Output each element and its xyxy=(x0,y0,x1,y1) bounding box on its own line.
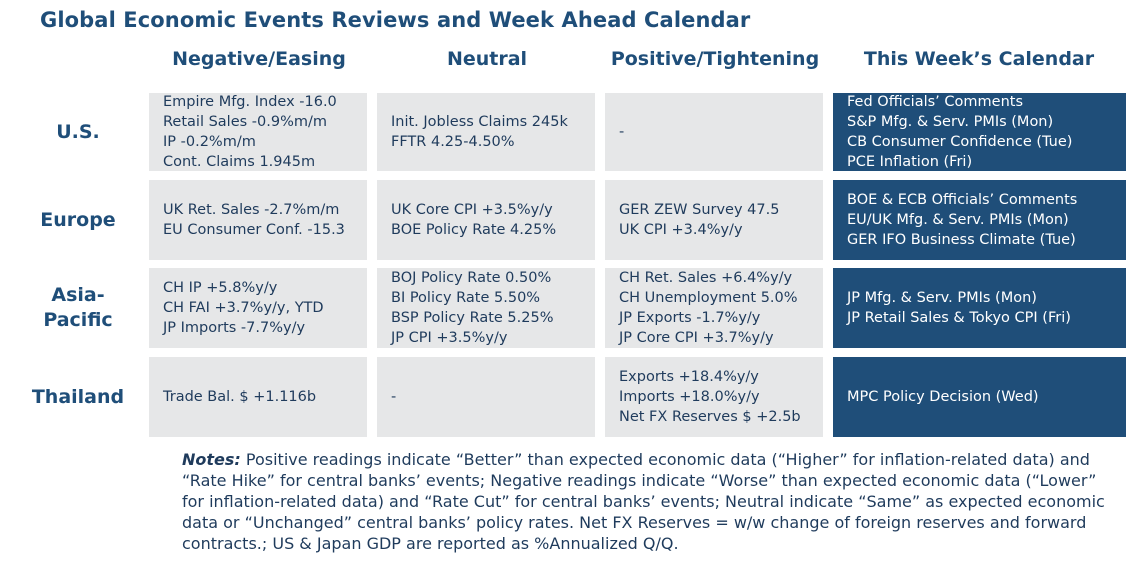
cell-europe-positive: GER ZEW Survey 47.5 UK CPI +3.4%y/y xyxy=(605,180,823,260)
cell-asia-neutral: BOJ Policy Rate 0.50% BI Policy Rate 5.5… xyxy=(377,268,595,348)
row-label-line: Pacific xyxy=(43,309,113,331)
cell-asia-positive: CH Ret. Sales +6.4%y/y CH Unemployment 5… xyxy=(605,268,823,348)
row-label-text: U.S. xyxy=(56,120,100,143)
row-label-text: Europe xyxy=(40,208,116,231)
cell-line: BOJ Policy Rate 0.50% xyxy=(391,270,552,286)
cell-line: UK Ret. Sales -2.7%m/m xyxy=(163,202,340,218)
row-label-us: U.S. xyxy=(10,93,146,171)
notes-label: Notes: xyxy=(182,450,241,469)
cell-line: Net FX Reserves $ +2.5b xyxy=(619,409,801,425)
notes: Notes: Positive readings indicate “Bette… xyxy=(182,449,1122,554)
column-header-neutral: Neutral xyxy=(446,48,528,70)
cell-line: GER ZEW Survey 47.5 xyxy=(619,202,780,218)
cell-line: Cont. Claims 1.945m xyxy=(163,154,316,170)
cell-line: Trade Bal. $ +1.116b xyxy=(163,389,317,405)
cell-line: Exports +18.4%y/y xyxy=(619,369,759,385)
cell-asia-negative: CH IP +5.8%y/y CH FAI +3.7%y/y, YTD JP I… xyxy=(149,268,367,348)
cell-line: CB Consumer Confidence (Tue) xyxy=(847,134,1073,150)
column-header-calendar: This Week’s Calendar xyxy=(863,48,1095,70)
cell-line: IP -0.2%m/m xyxy=(163,134,256,150)
cell-thailand-negative: Trade Bal. $ +1.116b xyxy=(149,357,367,437)
cell-line: Init. Jobless Claims 245k xyxy=(391,114,568,130)
cell-line: EU/UK Mfg. & Serv. PMIs (Mon) xyxy=(847,212,1069,228)
cell-line: CH Unemployment 5.0% xyxy=(619,290,798,306)
cell-line: BOE & ECB Officials’ Comments xyxy=(847,192,1078,208)
cell-line: S&P Mfg. & Serv. PMIs (Mon) xyxy=(847,114,1054,130)
cell-line: UK CPI +3.4%y/y xyxy=(619,222,743,238)
row-label-europe: Europe xyxy=(10,180,146,260)
row-label-thailand: Thailand xyxy=(10,357,146,437)
cell-thailand-positive: Exports +18.4%y/y Imports +18.0%y/y Net … xyxy=(605,357,823,437)
cell-europe-neutral: UK Core CPI +3.5%y/y BOE Policy Rate 4.2… xyxy=(377,180,595,260)
cell-line: GER IFO Business Climate (Tue) xyxy=(847,232,1076,248)
cell-us-calendar: Fed Officials’ Comments S&P Mfg. & Serv.… xyxy=(833,93,1126,171)
cell-line: JP Mfg. & Serv. PMIs (Mon) xyxy=(847,290,1037,306)
cell-line: BOE Policy Rate 4.25% xyxy=(391,222,557,238)
cell-line: Retail Sales -0.9%m/m xyxy=(163,114,327,130)
cell-line: CH IP +5.8%y/y xyxy=(163,280,278,296)
column-header-negative: Negative/Easing xyxy=(172,48,346,70)
row-label-text: Thailand xyxy=(31,385,125,408)
cell-line: Empire Mfg. Index -16.0 xyxy=(163,94,337,110)
column-header-positive: Positive/Tightening xyxy=(610,48,820,70)
cell-line: UK Core CPI +3.5%y/y xyxy=(391,202,553,218)
row-label-asia-pacific: Asia- Pacific xyxy=(10,268,146,348)
cell-europe-negative: UK Ret. Sales -2.7%m/m EU Consumer Conf.… xyxy=(149,180,367,260)
notes-text: Positive readings indicate “Better” than… xyxy=(182,450,1105,553)
cell-thailand-neutral: - xyxy=(377,357,595,437)
cell-line: JP Imports -7.7%y/y xyxy=(163,320,306,336)
cell-asia-calendar: JP Mfg. & Serv. PMIs (Mon) JP Retail Sal… xyxy=(833,268,1126,348)
cell-line: JP CPI +3.5%y/y xyxy=(391,330,508,346)
cell-line: JP Retail Sales & Tokyo CPI (Fri) xyxy=(847,310,1071,326)
cell-line: FFTR 4.25-4.50% xyxy=(391,134,515,150)
cell-line: EU Consumer Conf. -15.3 xyxy=(163,222,345,238)
cell-line: BSP Policy Rate 5.25% xyxy=(391,310,554,326)
cell-thailand-calendar: MPC Policy Decision (Wed) xyxy=(833,357,1126,437)
row-label-line: Asia- xyxy=(51,284,105,306)
cell-line: JP Exports -1.7%y/y xyxy=(619,310,761,326)
cell-line: BI Policy Rate 5.50% xyxy=(391,290,541,306)
cell-line: JP Core CPI +3.7%y/y xyxy=(619,330,774,346)
page-title: Global Economic Events Reviews and Week … xyxy=(40,8,751,32)
cell-line: MPC Policy Decision (Wed) xyxy=(847,389,1039,405)
cell-line: Fed Officials’ Comments xyxy=(847,94,1023,110)
cell-line: - xyxy=(391,389,397,405)
cell-line: CH FAI +3.7%y/y, YTD xyxy=(163,300,324,316)
cell-us-neutral: Init. Jobless Claims 245k FFTR 4.25-4.50… xyxy=(377,93,595,171)
cell-us-positive: - xyxy=(605,93,823,171)
cell-line: - xyxy=(619,124,625,140)
cell-europe-calendar: BOE & ECB Officials’ Comments EU/UK Mfg.… xyxy=(833,180,1126,260)
cell-line: CH Ret. Sales +6.4%y/y xyxy=(619,270,793,286)
cell-line: PCE Inflation (Fri) xyxy=(847,154,973,170)
cell-us-negative: Empire Mfg. Index -16.0 Retail Sales -0.… xyxy=(149,93,367,171)
cell-line: Imports +18.0%y/y xyxy=(619,389,760,405)
